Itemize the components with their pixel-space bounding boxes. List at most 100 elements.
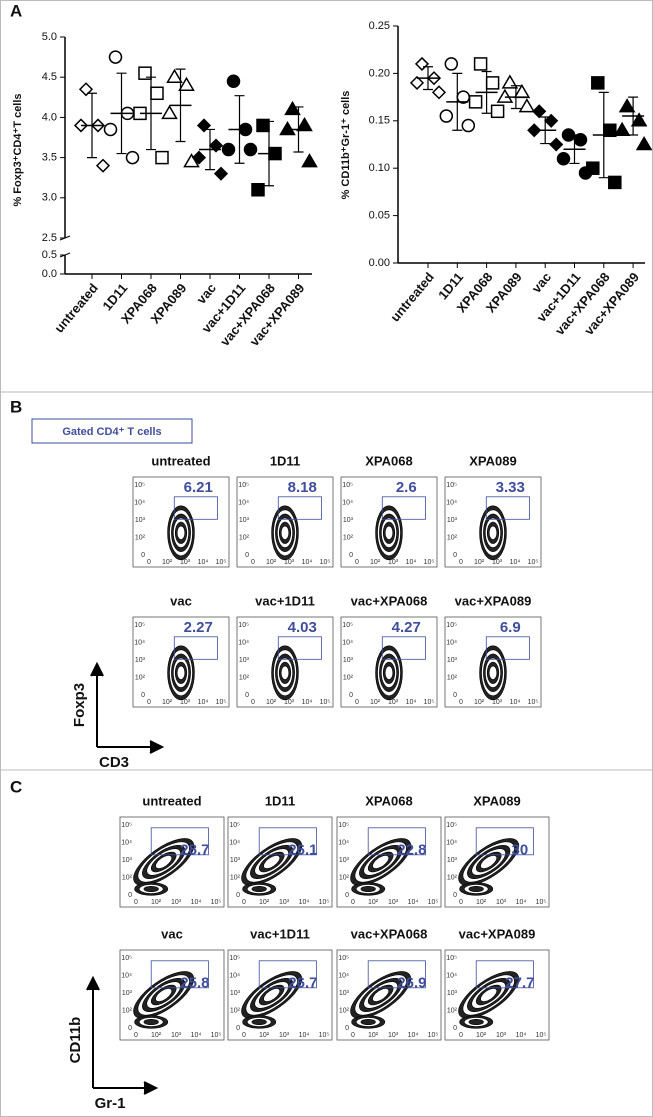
density-contour: [176, 525, 186, 540]
plot-title: vac: [161, 926, 183, 941]
flow-x-tick: 10²: [370, 559, 381, 566]
flow-x-tick: 10²: [162, 699, 173, 706]
flow-y-tick: 10²: [135, 674, 146, 681]
x-axis-label: CD3: [99, 754, 129, 771]
point: [439, 109, 454, 123]
flow-y-tick: 10³: [239, 517, 250, 524]
flow-y-tick: 10³: [343, 517, 354, 524]
gate: [475, 960, 534, 989]
plot-title: XPA068: [365, 793, 412, 808]
flow-y-tick: 0: [236, 1025, 240, 1032]
error-bar: [598, 91, 609, 179]
density-contour: [143, 885, 159, 892]
y-tick-label: 0.25: [369, 20, 390, 32]
flow-y-tick: 10⁵: [121, 955, 132, 962]
flow-y-tick: 10⁵: [446, 482, 457, 489]
density-contour: [360, 1018, 376, 1025]
flow-y-tick: 0: [349, 692, 353, 699]
flow-y-tick: 10²: [239, 534, 250, 541]
flow-x-tick: 10⁵: [536, 899, 547, 906]
flow-y-tick: 10⁴: [342, 499, 353, 506]
flow-x-tick: 10²: [476, 1032, 487, 1039]
flow-y-tick: 10²: [447, 1007, 458, 1014]
flow-y-tick: 10²: [230, 874, 241, 881]
flow-x-tick: 10⁴: [198, 559, 209, 566]
point: [251, 183, 265, 197]
point: [496, 88, 514, 103]
point: [301, 153, 318, 168]
flow-y-tick: 10⁴: [229, 839, 240, 846]
flow-x-tick: 10³: [496, 1032, 507, 1039]
flow-y-tick: 0: [141, 552, 145, 559]
flow-y-tick: 10⁵: [338, 822, 349, 829]
gate-value: 2.27: [184, 619, 213, 636]
flow-y-tick: 10⁵: [134, 482, 145, 489]
flow-x-tick: 10⁵: [528, 559, 539, 566]
point: [618, 98, 636, 113]
gate: [381, 636, 426, 660]
flow-x-tick: 10⁴: [406, 699, 417, 706]
flow-y-tick: 10⁴: [121, 972, 132, 979]
gate: [150, 827, 209, 856]
density-contour: [468, 1018, 484, 1025]
flow-y-tick: 0: [453, 892, 457, 899]
point: [501, 74, 519, 89]
y-axis-label: % CD11b⁺Gr-1⁺ cells: [340, 91, 352, 200]
flow-y-tick: 10³: [447, 657, 458, 664]
flow-x-tick: 10⁵: [211, 899, 222, 906]
gate-value: 30: [512, 841, 529, 858]
flow-y-tick: 10⁵: [134, 622, 145, 629]
error-bar: [452, 72, 463, 131]
flow-x-tick: 10⁴: [516, 899, 527, 906]
gate: [475, 827, 534, 856]
gate: [485, 636, 530, 660]
x-axis-label: Gr-1: [95, 1095, 126, 1112]
error-bar: [293, 106, 304, 153]
flow-x-tick: 10³: [284, 559, 295, 566]
point: [586, 161, 600, 175]
point: [279, 120, 296, 136]
flow-x-tick: 10⁴: [191, 899, 202, 906]
gate: [258, 960, 317, 989]
point: [635, 136, 653, 151]
gate-value: 8.18: [288, 479, 317, 496]
flow-y-tick: 10³: [135, 517, 146, 524]
point: [431, 85, 447, 100]
flow-x-tick: 0: [134, 899, 138, 906]
density-contour: [384, 525, 394, 540]
flow-x-tick: 10⁴: [408, 899, 419, 906]
flow-x-tick: 0: [459, 559, 463, 566]
point: [150, 86, 164, 101]
error-bar: [481, 70, 492, 114]
point: [630, 112, 648, 127]
density-contour: [372, 855, 390, 869]
flow-x-tick: 10²: [370, 699, 381, 706]
flow-x-tick: 10³: [388, 1032, 399, 1039]
flow-x-tick: 10³: [496, 899, 507, 906]
flow-x-tick: 10⁴: [299, 1032, 310, 1039]
plot-title: XPA089: [473, 793, 520, 808]
flow-x-tick: 10²: [368, 899, 379, 906]
flow-x-tick: 10⁴: [198, 699, 209, 706]
flow-x-tick: 10⁵: [424, 699, 435, 706]
y-tick-label: 0.00: [369, 257, 390, 269]
flow-x-tick: 0: [351, 899, 355, 906]
point: [125, 150, 140, 165]
error-bar: [264, 120, 274, 187]
point: [532, 104, 547, 119]
flow-y-tick: 10²: [447, 674, 458, 681]
flow-y-tick: 0: [453, 1025, 457, 1032]
flow-x-tick: 0: [242, 1032, 246, 1039]
point: [196, 118, 212, 133]
flow-x-tick: 10⁵: [216, 699, 227, 706]
y-tick-label: 4.0: [42, 111, 57, 123]
point: [549, 137, 564, 152]
point: [556, 151, 571, 166]
flow-x-tick: 10²: [474, 559, 485, 566]
gate-value: 6.21: [184, 479, 213, 496]
flow-y-tick: 10⁴: [134, 639, 145, 646]
flow-y-tick: 0: [453, 692, 457, 699]
y-tick-label: 0.5: [42, 249, 57, 261]
plot-title: vac+1D11: [250, 926, 310, 941]
point: [178, 76, 195, 91]
